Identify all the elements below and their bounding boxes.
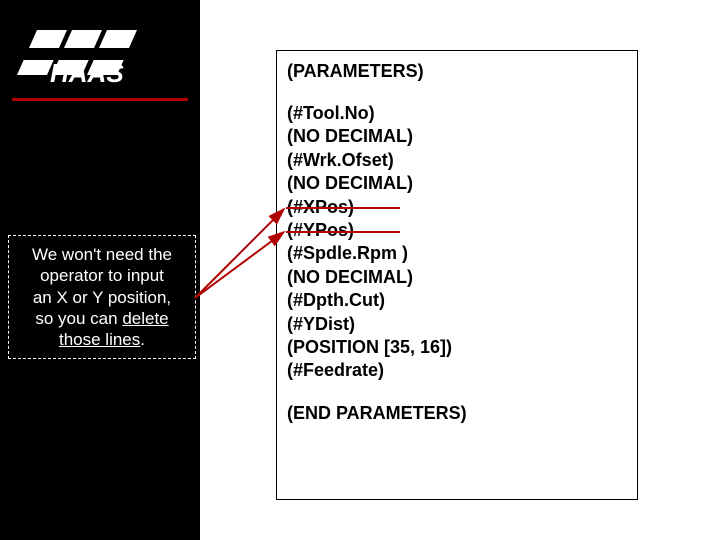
instruction-note: We won't need the operator to input an X… (8, 235, 196, 359)
note-line-4: so you can delete (15, 308, 189, 329)
param-item: (#Wrk.Ofset) (287, 149, 627, 172)
param-item: (NO DECIMAL) (287, 172, 627, 195)
svg-text:HAAS: HAAS (50, 58, 124, 88)
strike-ypos (286, 231, 400, 233)
param-item: (POSITION [35, 16]) (287, 336, 627, 359)
divider-red-line (12, 98, 188, 101)
note-line-5: those lines. (15, 329, 189, 350)
note-line-1: We won't need the (15, 244, 189, 265)
main-area: (PARAMETERS) (#Tool.No) (NO DECIMAL) (#W… (200, 0, 720, 540)
params-list: (#Tool.No) (NO DECIMAL) (#Wrk.Ofset) (NO… (287, 102, 627, 383)
param-item: (#YDist) (287, 313, 627, 336)
haas-logo: HAAS (12, 20, 188, 90)
note-line-2: operator to input (15, 265, 189, 286)
param-item: (#Feedrate) (287, 359, 627, 382)
params-title: (PARAMETERS) (287, 61, 627, 82)
parameters-box: (PARAMETERS) (#Tool.No) (NO DECIMAL) (#W… (276, 50, 638, 500)
sidebar: HAAS We won't need the operator to input… (0, 0, 200, 540)
strike-xpos (286, 207, 400, 209)
params-end: (END PARAMETERS) (287, 403, 627, 424)
note-line-3: an X or Y position, (15, 287, 189, 308)
param-item: (#Dpth.Cut) (287, 289, 627, 312)
param-item: (#Tool.No) (287, 102, 627, 125)
param-item: (#Spdle.Rpm ) (287, 242, 627, 265)
param-item: (NO DECIMAL) (287, 266, 627, 289)
param-item: (NO DECIMAL) (287, 125, 627, 148)
